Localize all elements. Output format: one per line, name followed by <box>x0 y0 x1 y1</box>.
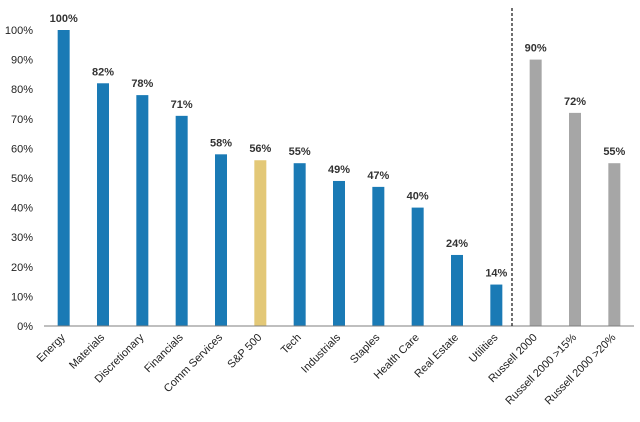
x-axis-labels: Energy MaterialsDiscretionaryFinancialsCo… <box>35 331 619 407</box>
bar <box>608 163 621 326</box>
bar <box>254 160 267 326</box>
data-label: 40% <box>407 191 429 203</box>
data-label: 49% <box>328 164 350 176</box>
bar <box>57 30 70 326</box>
bars <box>57 30 621 327</box>
y-tick-label: 60% <box>11 143 33 155</box>
y-tick-label: 90% <box>11 55 33 67</box>
x-tick-label: Tech <box>279 332 304 357</box>
bar <box>411 207 424 326</box>
bar <box>175 115 188 326</box>
x-tick-label: Russell 2000 >15% <box>503 331 579 407</box>
y-tick-label: 20% <box>11 262 33 274</box>
data-label: 90% <box>525 43 547 55</box>
bar <box>372 186 385 326</box>
x-tick-label: S&P 500 <box>225 332 264 371</box>
y-tick-label: 30% <box>11 232 33 244</box>
bar <box>97 83 109 326</box>
data-labels: 100% 82% 78% 71% 58% 56% 55% 49% 47% 40% 24% 14% 90%… <box>50 13 626 280</box>
x-tick-label: Russell 2000 >20% <box>543 331 619 407</box>
data-label: 47% <box>367 170 389 182</box>
data-label: 72% <box>564 96 586 108</box>
data-label: 78% <box>131 78 153 90</box>
data-label: 55% <box>603 146 625 158</box>
data-label: 71% <box>171 99 193 111</box>
data-label: 82% <box>92 66 114 78</box>
bar <box>215 154 227 326</box>
data-label: 14% <box>485 268 507 280</box>
y-tick-label: 40% <box>11 203 33 215</box>
y-tick-label: 70% <box>11 114 33 126</box>
y-tick-label: 0% <box>17 321 33 333</box>
y-tick-label: 10% <box>11 291 33 303</box>
data-label: 24% <box>446 238 468 250</box>
data-label: 100% <box>50 13 78 25</box>
y-tick-label: 100% <box>5 25 33 37</box>
x-tick-label: Industrials <box>299 331 343 375</box>
bar <box>529 59 542 326</box>
x-tick-label: Staples <box>348 331 383 366</box>
data-label: 58% <box>210 137 232 149</box>
x-tick-label: Materials <box>67 331 107 371</box>
y-tick-label: 80% <box>11 84 33 96</box>
data-label: 55% <box>289 146 311 158</box>
bar <box>451 254 463 326</box>
bar <box>333 180 345 326</box>
bar <box>293 163 306 326</box>
bar <box>136 95 149 327</box>
data-label: 56% <box>249 143 271 155</box>
x-tick-label: Utilities <box>467 331 501 365</box>
bar <box>490 284 503 326</box>
y-axis: 0% 10% 20% 30% 40% 50% 60% 70% 80% 90% 100% <box>5 25 33 333</box>
x-tick-label: Energy <box>35 331 68 364</box>
bar <box>569 112 581 326</box>
y-tick-label: 50% <box>11 173 33 185</box>
